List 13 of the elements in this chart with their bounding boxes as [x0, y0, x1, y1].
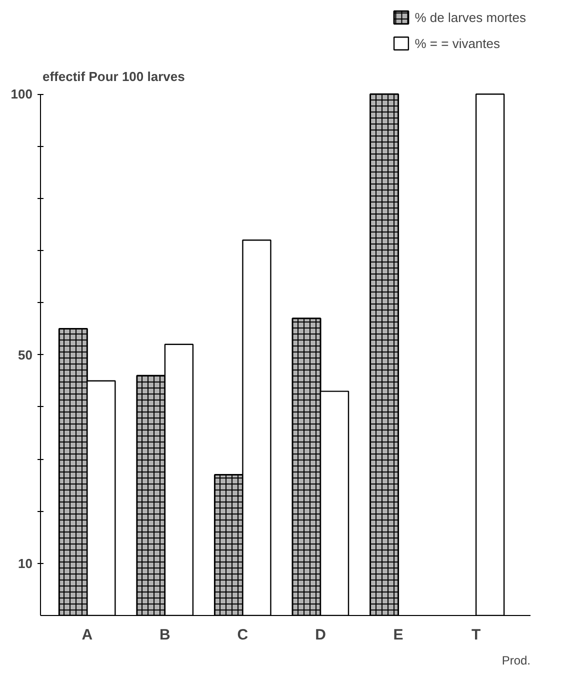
y-tick-label: 10: [18, 556, 33, 571]
legend-label: % de larves mortes: [414, 10, 526, 24]
x-tick-label: A: [82, 626, 93, 644]
x-tick-label: T: [471, 626, 481, 644]
legend-label: % = = vivantes: [414, 36, 500, 50]
x-tick-label: B: [160, 626, 171, 644]
x-tick-label: E: [393, 626, 404, 644]
y-axis-title: effectif Pour 100 larves: [42, 69, 185, 84]
x-tick-label: C: [237, 626, 248, 644]
y-tick-label: 50: [18, 347, 33, 362]
x-tick-label: D: [315, 626, 326, 644]
x-axis-title: Prod.: [502, 654, 531, 668]
y-tick-label: 100: [10, 86, 33, 102]
